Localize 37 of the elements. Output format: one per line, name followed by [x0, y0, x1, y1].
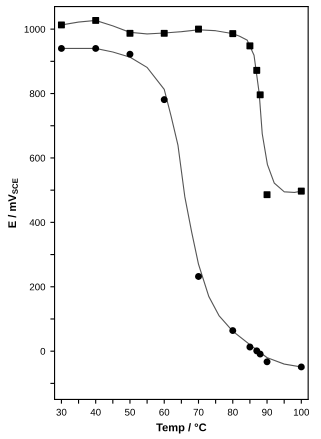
point — [298, 363, 305, 370]
point — [229, 30, 236, 38]
point — [264, 358, 271, 366]
x-tick-label: 80 — [228, 408, 238, 416]
point — [92, 44, 100, 52]
point — [195, 26, 202, 33]
y-axis-title: E / mV$_{SCE}$ — [8, 178, 18, 228]
x-tick-label: 50 — [124, 408, 135, 416]
x-tick-label: 70 — [194, 408, 204, 416]
y-tick-label: 400 — [30, 219, 46, 226]
x-axis-title: Temp / °C — [156, 423, 206, 434]
point — [256, 350, 264, 358]
point — [58, 21, 65, 28]
x-tick-label: 30 — [56, 408, 66, 416]
point — [256, 91, 264, 98]
point — [92, 16, 100, 24]
point — [126, 30, 134, 37]
point — [195, 272, 202, 280]
y-tick-label: 0 — [40, 348, 46, 355]
x-tick-label: 60 — [159, 408, 170, 416]
y-tick-label: 600 — [30, 154, 46, 162]
point — [298, 188, 305, 195]
x-tick-label: 100 — [294, 408, 310, 416]
point — [246, 42, 254, 50]
point — [160, 96, 168, 104]
point — [229, 327, 236, 334]
y-tick-label: 200 — [30, 284, 46, 290]
point — [160, 30, 168, 37]
y-tick-label: 1000 — [24, 26, 46, 33]
point — [126, 50, 134, 58]
point — [58, 44, 65, 52]
point — [264, 191, 271, 198]
x-tick-label: 40 — [90, 408, 101, 416]
point — [253, 66, 260, 74]
x-tick-label: 90 — [262, 408, 272, 416]
point — [246, 344, 254, 350]
y-tick-label: 800 — [30, 90, 46, 98]
